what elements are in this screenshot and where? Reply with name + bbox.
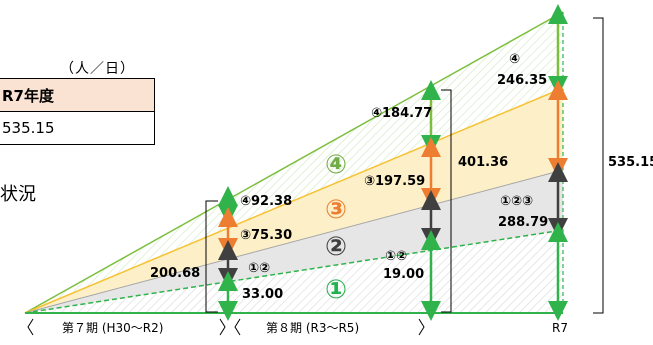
mid-12-value: 19.00: [383, 267, 424, 282]
left-12-value: 33.00: [242, 287, 283, 302]
zone-3-label: ③: [325, 195, 347, 225]
mid-3-value: ③197.59: [364, 174, 425, 189]
mid-bracket: [441, 89, 452, 313]
mid-12-mark: ①②: [385, 249, 407, 264]
left-12-mark: ①②: [248, 261, 270, 276]
r7-123-value: 288.79: [498, 215, 548, 230]
mid-4-value: ④184.77: [371, 106, 432, 121]
zone-4-label: ④: [325, 150, 347, 180]
left-4-value: ④92.38: [240, 194, 292, 209]
zone-2-label: ②: [325, 232, 347, 262]
left-3-value: ③75.30: [240, 228, 292, 243]
table-value: 535.15: [0, 111, 155, 145]
summary-table: R7年度 535.15: [0, 78, 155, 145]
r7-123-mark: ①②③: [500, 194, 533, 209]
status-text: 状況: [0, 184, 36, 205]
mid-total-value: 401.36: [458, 155, 508, 170]
axis-period-8: 第８期 (R3～R5): [266, 321, 359, 335]
left-bracket: [205, 200, 218, 313]
axis-period-7: 第７期 (H30～R2): [62, 321, 163, 335]
unit-label: （人／日）: [60, 61, 135, 77]
zone-1-label: ①: [325, 275, 347, 305]
r7-4-value: 246.35: [497, 73, 547, 88]
r7-total-value: 535.15: [608, 155, 653, 170]
r7-4-mark: ④: [509, 52, 520, 67]
right-bracket: [593, 17, 604, 314]
left-total-value: 200.68: [150, 266, 200, 281]
axis-r7: R7: [552, 321, 568, 335]
